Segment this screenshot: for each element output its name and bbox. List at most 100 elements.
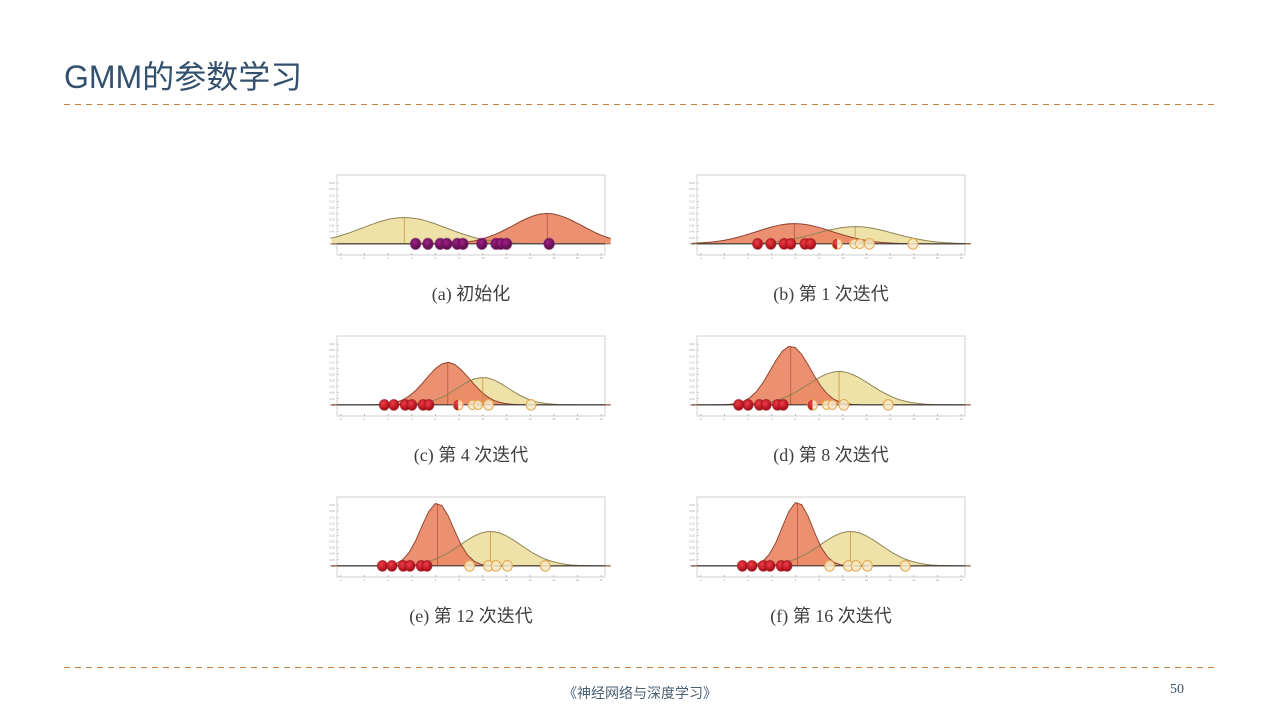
svg-text:0.20: 0.20: [329, 366, 335, 370]
svg-text:0.15: 0.15: [689, 360, 695, 364]
svg-text:0.25: 0.25: [689, 211, 695, 215]
svg-text:0.45: 0.45: [689, 397, 695, 401]
svg-text:20: 20: [600, 256, 604, 260]
svg-text:0.30: 0.30: [329, 217, 335, 221]
svg-text:10: 10: [841, 417, 845, 421]
svg-text:12: 12: [865, 578, 869, 582]
svg-text:0.35: 0.35: [329, 224, 335, 228]
svg-text:0: 0: [364, 578, 366, 582]
svg-text:2: 2: [747, 578, 749, 582]
svg-text:0.15: 0.15: [689, 199, 695, 203]
svg-text:0.45: 0.45: [329, 558, 335, 562]
svg-text:0.00: 0.00: [329, 342, 335, 346]
svg-text:18: 18: [936, 417, 940, 421]
svg-text:0.45: 0.45: [689, 558, 695, 562]
svg-text:10: 10: [841, 256, 845, 260]
svg-text:0.30: 0.30: [689, 217, 695, 221]
svg-text:0.30: 0.30: [689, 378, 695, 382]
svg-text:16: 16: [912, 578, 916, 582]
svg-text:10: 10: [481, 256, 485, 260]
svg-text:12: 12: [865, 256, 869, 260]
svg-text:6: 6: [435, 578, 437, 582]
svg-text:6: 6: [795, 417, 797, 421]
svg-text:8: 8: [458, 578, 460, 582]
svg-text:0.40: 0.40: [329, 391, 335, 395]
svg-text:0.40: 0.40: [689, 391, 695, 395]
svg-text:0.05: 0.05: [329, 187, 335, 191]
svg-text:0.10: 0.10: [329, 515, 335, 519]
svg-text:0.15: 0.15: [689, 521, 695, 525]
svg-text:0.25: 0.25: [329, 372, 335, 376]
svg-text:0.00: 0.00: [689, 503, 695, 507]
svg-text:0.35: 0.35: [329, 385, 335, 389]
svg-text:0.20: 0.20: [329, 205, 335, 209]
svg-text:0.20: 0.20: [689, 205, 695, 209]
svg-text:0.00: 0.00: [329, 181, 335, 185]
svg-text:0.40: 0.40: [329, 230, 335, 234]
svg-text:0: 0: [724, 578, 726, 582]
svg-text:20: 20: [600, 417, 604, 421]
svg-text:10: 10: [481, 417, 485, 421]
svg-text:8: 8: [818, 578, 820, 582]
svg-text:0.35: 0.35: [689, 546, 695, 550]
svg-text:20: 20: [960, 417, 964, 421]
svg-text:20: 20: [960, 578, 964, 582]
svg-text:4: 4: [411, 256, 413, 260]
svg-text:12: 12: [505, 256, 509, 260]
svg-text:14: 14: [529, 256, 533, 260]
svg-text:6: 6: [435, 417, 437, 421]
svg-text:0: 0: [724, 417, 726, 421]
svg-text:-2: -2: [340, 417, 343, 421]
svg-text:16: 16: [552, 578, 556, 582]
svg-text:18: 18: [936, 578, 940, 582]
svg-text:14: 14: [529, 417, 533, 421]
svg-text:0.10: 0.10: [689, 515, 695, 519]
svg-text:0.25: 0.25: [329, 533, 335, 537]
svg-text:6: 6: [435, 256, 437, 260]
svg-text:-2: -2: [700, 578, 703, 582]
svg-text:8: 8: [818, 417, 820, 421]
svg-text:0.05: 0.05: [689, 348, 695, 352]
svg-text:12: 12: [865, 417, 869, 421]
svg-text:0.05: 0.05: [689, 509, 695, 513]
svg-text:0: 0: [364, 256, 366, 260]
svg-text:16: 16: [552, 256, 556, 260]
svg-text:0.05: 0.05: [329, 348, 335, 352]
svg-text:0.35: 0.35: [689, 385, 695, 389]
svg-text:2: 2: [747, 417, 749, 421]
svg-text:0.40: 0.40: [689, 230, 695, 234]
svg-text:0.10: 0.10: [689, 193, 695, 197]
svg-text:0.25: 0.25: [329, 211, 335, 215]
svg-text:0.20: 0.20: [689, 366, 695, 370]
svg-text:14: 14: [529, 578, 533, 582]
svg-text:20: 20: [960, 256, 964, 260]
svg-text:-2: -2: [340, 578, 343, 582]
svg-text:0.30: 0.30: [689, 539, 695, 543]
svg-text:8: 8: [818, 256, 820, 260]
svg-text:0.10: 0.10: [329, 354, 335, 358]
svg-text:0.40: 0.40: [329, 552, 335, 556]
svg-text:0: 0: [724, 256, 726, 260]
svg-text:0.15: 0.15: [329, 199, 335, 203]
svg-text:2: 2: [387, 256, 389, 260]
svg-text:12: 12: [505, 578, 509, 582]
svg-text:0.20: 0.20: [329, 527, 335, 531]
svg-text:0: 0: [364, 417, 366, 421]
svg-text:16: 16: [912, 417, 916, 421]
svg-text:16: 16: [912, 256, 916, 260]
svg-text:4: 4: [771, 417, 773, 421]
svg-text:2: 2: [387, 578, 389, 582]
svg-text:0.45: 0.45: [689, 236, 695, 240]
svg-text:8: 8: [458, 417, 460, 421]
svg-text:0.40: 0.40: [689, 552, 695, 556]
svg-text:6: 6: [795, 256, 797, 260]
svg-text:14: 14: [889, 256, 893, 260]
svg-text:18: 18: [576, 578, 580, 582]
svg-text:4: 4: [771, 256, 773, 260]
svg-text:0.15: 0.15: [329, 521, 335, 525]
svg-text:0.05: 0.05: [329, 509, 335, 513]
svg-text:0.10: 0.10: [329, 193, 335, 197]
svg-text:4: 4: [411, 578, 413, 582]
svg-text:0.20: 0.20: [689, 527, 695, 531]
svg-text:0.15: 0.15: [329, 360, 335, 364]
